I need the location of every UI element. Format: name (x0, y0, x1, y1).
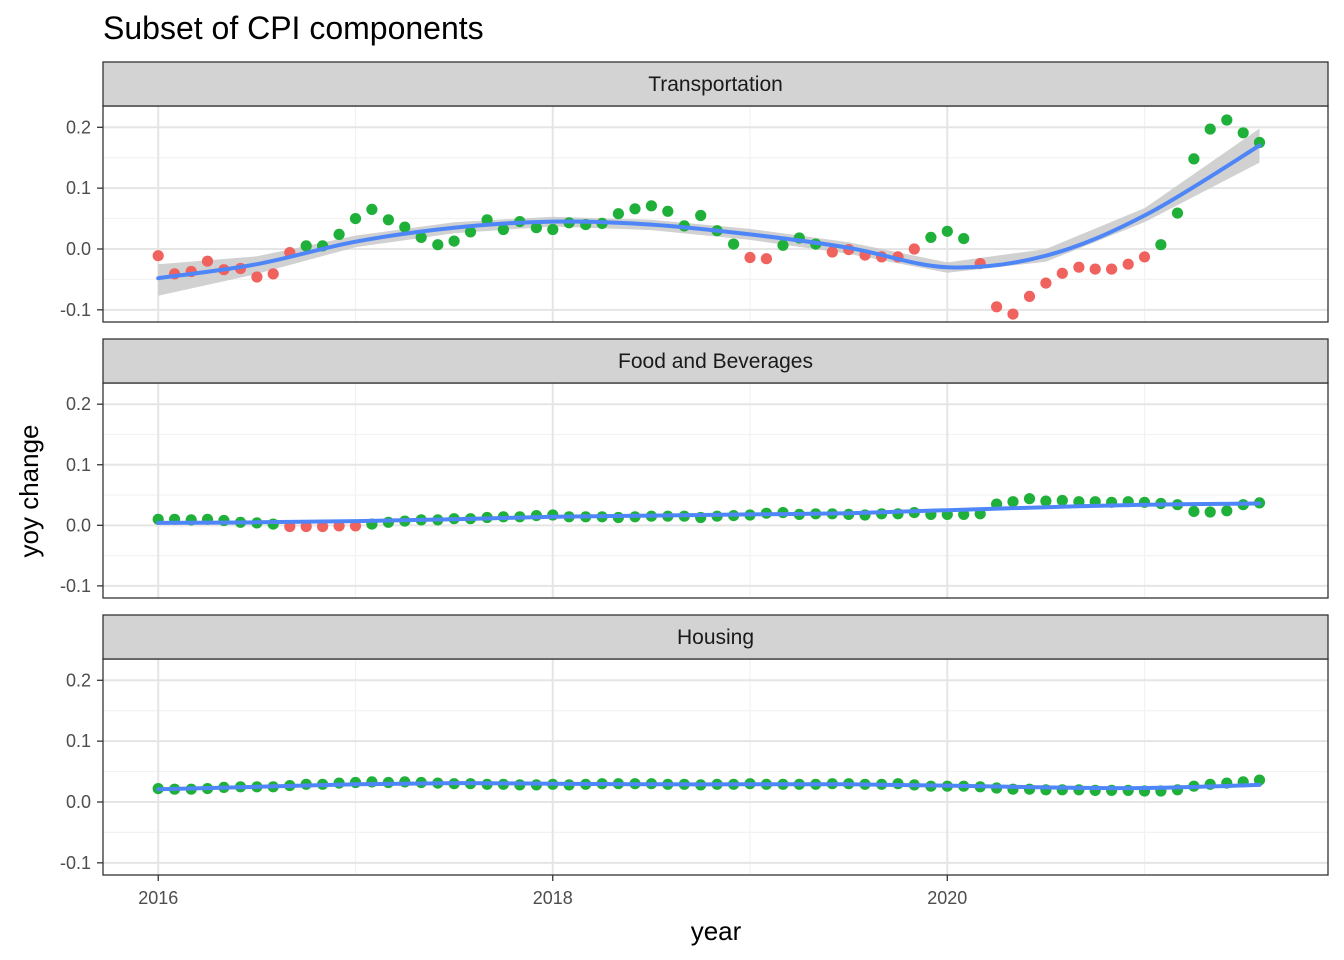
chart-title: Subset of CPI components (103, 10, 484, 46)
data-point-decrease (1089, 263, 1101, 275)
y-tick-label: 0.0 (66, 239, 91, 259)
data-point-increase (1204, 123, 1216, 135)
data-point-increase (925, 231, 937, 243)
data-point-decrease (267, 268, 279, 280)
x-axis-title: year (691, 916, 742, 946)
panel-housing: Housing -0.1 0.0 0.1 0.2 (60, 614, 1329, 876)
y-tick-label: 0.1 (66, 731, 91, 751)
data-point-decrease (1040, 277, 1052, 289)
data-point-increase (1155, 239, 1167, 251)
data-point-decrease (908, 243, 920, 255)
x-axis: 2016 2018 2020 (138, 875, 967, 908)
data-point-increase (1221, 505, 1233, 517)
x-tick-label: 2020 (927, 888, 967, 908)
data-point-increase (662, 205, 674, 217)
data-point-increase (1040, 495, 1052, 507)
data-point-increase (300, 240, 312, 252)
data-point-decrease (251, 271, 263, 283)
facet-label: Food and Beverages (618, 350, 813, 373)
data-point-decrease (744, 251, 756, 264)
data-point-increase (1221, 114, 1233, 126)
data-point-decrease (317, 520, 329, 533)
data-point-increase (1188, 505, 1200, 517)
data-point-increase (432, 239, 444, 251)
panel-food-and-beverages: Food and Beverages -0.1 0.0 0.1 0.2 (60, 338, 1329, 599)
y-tick-label: -0.1 (60, 300, 91, 320)
data-point-increase (1171, 207, 1184, 219)
data-point-decrease (1106, 263, 1118, 275)
data-point-increase (941, 225, 953, 237)
y-tick-label: 0.0 (66, 792, 91, 812)
data-point-decrease (991, 301, 1003, 313)
data-point-increase (645, 200, 658, 212)
data-point-increase (530, 222, 543, 234)
data-point-increase (1007, 496, 1019, 508)
panel-background (103, 383, 1328, 598)
y-tick-label: 0.0 (66, 515, 91, 535)
data-point-decrease (1007, 308, 1019, 320)
data-point-increase (1188, 153, 1200, 165)
data-point-increase (695, 209, 707, 222)
data-point-increase (1023, 493, 1036, 505)
x-tick-label: 2016 (138, 888, 178, 908)
data-point-increase (547, 223, 559, 236)
data-point-increase (1204, 506, 1216, 518)
data-point-increase (612, 208, 625, 220)
data-point-increase (1253, 774, 1266, 786)
facet-label: Housing (677, 626, 754, 649)
y-tick-label: 0.1 (66, 178, 91, 198)
data-point-increase (728, 238, 740, 250)
panel-transportation: Transportation -0.1 0.0 0.1 0.2 (60, 61, 1329, 323)
data-point-decrease (1073, 261, 1085, 273)
y-tick-label: 0.1 (66, 455, 91, 475)
data-point-increase (1056, 494, 1068, 507)
x-tick-label: 2018 (533, 888, 573, 908)
facet-strip (102, 614, 1329, 660)
data-point-decrease (152, 250, 164, 262)
panel-background (103, 659, 1328, 875)
data-point-increase (415, 231, 427, 243)
y-tick-label: 0.2 (66, 117, 91, 137)
y-tick-label: -0.1 (60, 576, 91, 596)
facet-strip (102, 338, 1329, 384)
data-point-decrease (1138, 251, 1151, 263)
data-point-increase (1237, 127, 1249, 139)
data-point-increase (777, 239, 789, 251)
facet-label: Transportation (648, 73, 783, 96)
trend-line (156, 501, 1262, 525)
data-point-increase (497, 223, 509, 236)
data-point-decrease (760, 253, 773, 265)
data-point-increase (448, 235, 460, 247)
y-tick-label: 0.2 (66, 670, 91, 690)
trend-line (156, 143, 1262, 281)
y-tick-label: -0.1 (60, 853, 91, 873)
panel-background (103, 106, 1328, 322)
data-point-decrease (1122, 258, 1134, 270)
data-point-decrease (826, 246, 838, 258)
trend-line (156, 781, 1262, 792)
data-point-increase (464, 226, 477, 238)
y-tick-label: 0.2 (66, 394, 91, 414)
data-point-increase (349, 213, 362, 225)
data-point-increase (333, 228, 345, 240)
data-point-decrease (1023, 290, 1036, 302)
y-axis-title: yoy change (14, 425, 44, 558)
data-point-increase (958, 233, 970, 245)
data-point-increase (629, 203, 641, 215)
data-point-increase (382, 214, 394, 226)
data-point-decrease (201, 255, 214, 267)
facet-strip (102, 61, 1329, 107)
data-point-decrease (1056, 267, 1068, 279)
data-point-increase (366, 203, 378, 215)
data-point-increase (399, 221, 411, 233)
